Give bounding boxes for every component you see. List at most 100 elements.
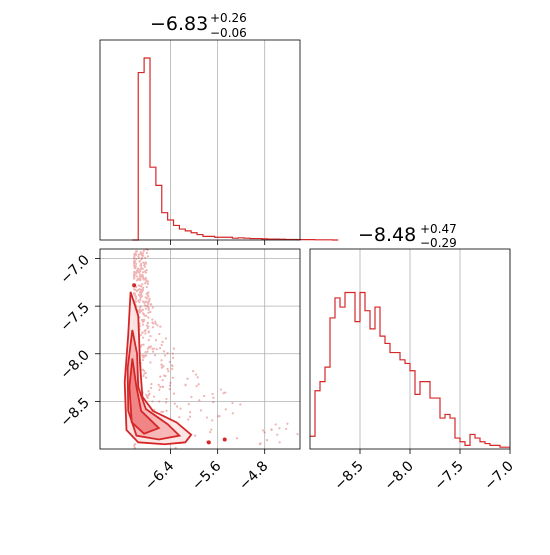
scatter-point	[171, 365, 174, 368]
scatter-point	[171, 367, 174, 371]
scatter-point	[146, 305, 150, 308]
scatter-outlier	[206, 440, 211, 445]
scatter-point	[146, 322, 149, 325]
scatter-point	[179, 407, 182, 410]
scatter-point	[158, 332, 161, 336]
scatter-point	[147, 316, 150, 319]
scatter-point	[160, 359, 163, 362]
scatter-point	[141, 323, 144, 326]
scatter-point	[219, 388, 222, 391]
scatter-point	[141, 300, 145, 303]
scatter-point	[138, 268, 141, 271]
scatter-point	[173, 402, 176, 405]
scatter-point	[134, 252, 137, 255]
scatter-point	[146, 321, 150, 324]
scatter-point	[135, 250, 138, 253]
scatter-point	[141, 308, 144, 311]
scatter-point	[172, 347, 175, 350]
scatter-point	[146, 294, 149, 297]
scatter-point	[137, 293, 141, 297]
scatter-point	[160, 410, 163, 413]
scatter-point	[139, 264, 142, 267]
scatter-point	[143, 264, 146, 267]
scatter-point	[166, 352, 169, 355]
scatter-point	[265, 438, 269, 442]
scatter-point	[133, 446, 136, 449]
scatter-point	[261, 429, 265, 432]
scatter-point	[144, 277, 147, 280]
scatter-point	[144, 262, 147, 265]
scatter-point	[138, 301, 141, 304]
scatter-point	[170, 364, 174, 367]
scatter-point	[187, 402, 190, 406]
scatter-point	[157, 383, 160, 386]
scatter-point	[186, 377, 189, 380]
scatter-point	[151, 318, 154, 321]
scatter-point	[140, 285, 143, 288]
scatter-point	[270, 428, 273, 431]
scatter-point	[211, 419, 214, 422]
hist-x-title: −6.83	[150, 13, 208, 35]
scatter-point	[144, 282, 147, 285]
scatter-point	[149, 303, 152, 306]
scatter-point	[146, 255, 150, 258]
scatter-point	[137, 309, 140, 313]
scatter-point	[209, 431, 212, 434]
scatter-point	[140, 318, 144, 322]
hist-y-title-plus: +0.47	[420, 222, 457, 236]
scatter-point	[145, 280, 148, 283]
scatter-point	[133, 264, 136, 267]
scatter-point	[143, 369, 146, 373]
scatter-point	[133, 261, 136, 265]
scatter-point	[142, 289, 145, 292]
scatter-point	[168, 388, 171, 391]
scatter-point	[151, 321, 154, 324]
scatter-point	[135, 271, 138, 274]
scatter-point	[231, 412, 234, 415]
scatter-point	[162, 350, 166, 353]
scatter-point	[133, 260, 136, 263]
scatter-point	[146, 301, 149, 304]
scatter-point	[145, 285, 148, 289]
scatter-point	[133, 261, 136, 264]
scatter-point	[168, 384, 171, 387]
scatter-point	[142, 249, 145, 252]
scatter-point	[195, 385, 198, 388]
scatter-point	[194, 373, 198, 376]
scatter-point	[163, 374, 166, 377]
scatter-point	[158, 400, 161, 403]
scatter-point	[133, 292, 136, 296]
contour-inner	[128, 358, 161, 435]
scatter-point	[135, 290, 138, 293]
scatter-point	[140, 267, 143, 270]
scatter-point	[145, 393, 148, 396]
scatter-point	[145, 279, 148, 282]
scatter-point	[138, 271, 141, 274]
scatter-point	[154, 320, 157, 323]
scatter-point	[147, 331, 150, 334]
scatter-point	[161, 385, 165, 389]
scatter-point	[151, 347, 154, 350]
scatter-point	[235, 437, 239, 440]
scatter-point	[148, 392, 151, 395]
scatter-point	[140, 264, 143, 267]
scatter-point	[140, 295, 143, 298]
scatter-point	[143, 318, 146, 321]
scatter-point	[274, 423, 277, 426]
scatter-point	[142, 312, 145, 316]
scatter-outlier	[222, 437, 227, 442]
scatter-point	[133, 254, 136, 257]
scatter-point	[147, 302, 150, 306]
scatter-point	[139, 273, 142, 276]
scatter-point	[147, 307, 150, 310]
scatter-point	[141, 273, 144, 277]
scatter-point	[171, 356, 175, 360]
scatter-point	[205, 416, 209, 419]
scatter-y-tick-label: −8.5	[57, 395, 92, 430]
scatter-point	[211, 392, 214, 396]
scatter-point	[134, 265, 137, 268]
scatter-point	[142, 343, 145, 346]
scatter-point	[139, 253, 142, 256]
scatter-point	[134, 266, 137, 270]
scatter-point	[135, 275, 138, 278]
